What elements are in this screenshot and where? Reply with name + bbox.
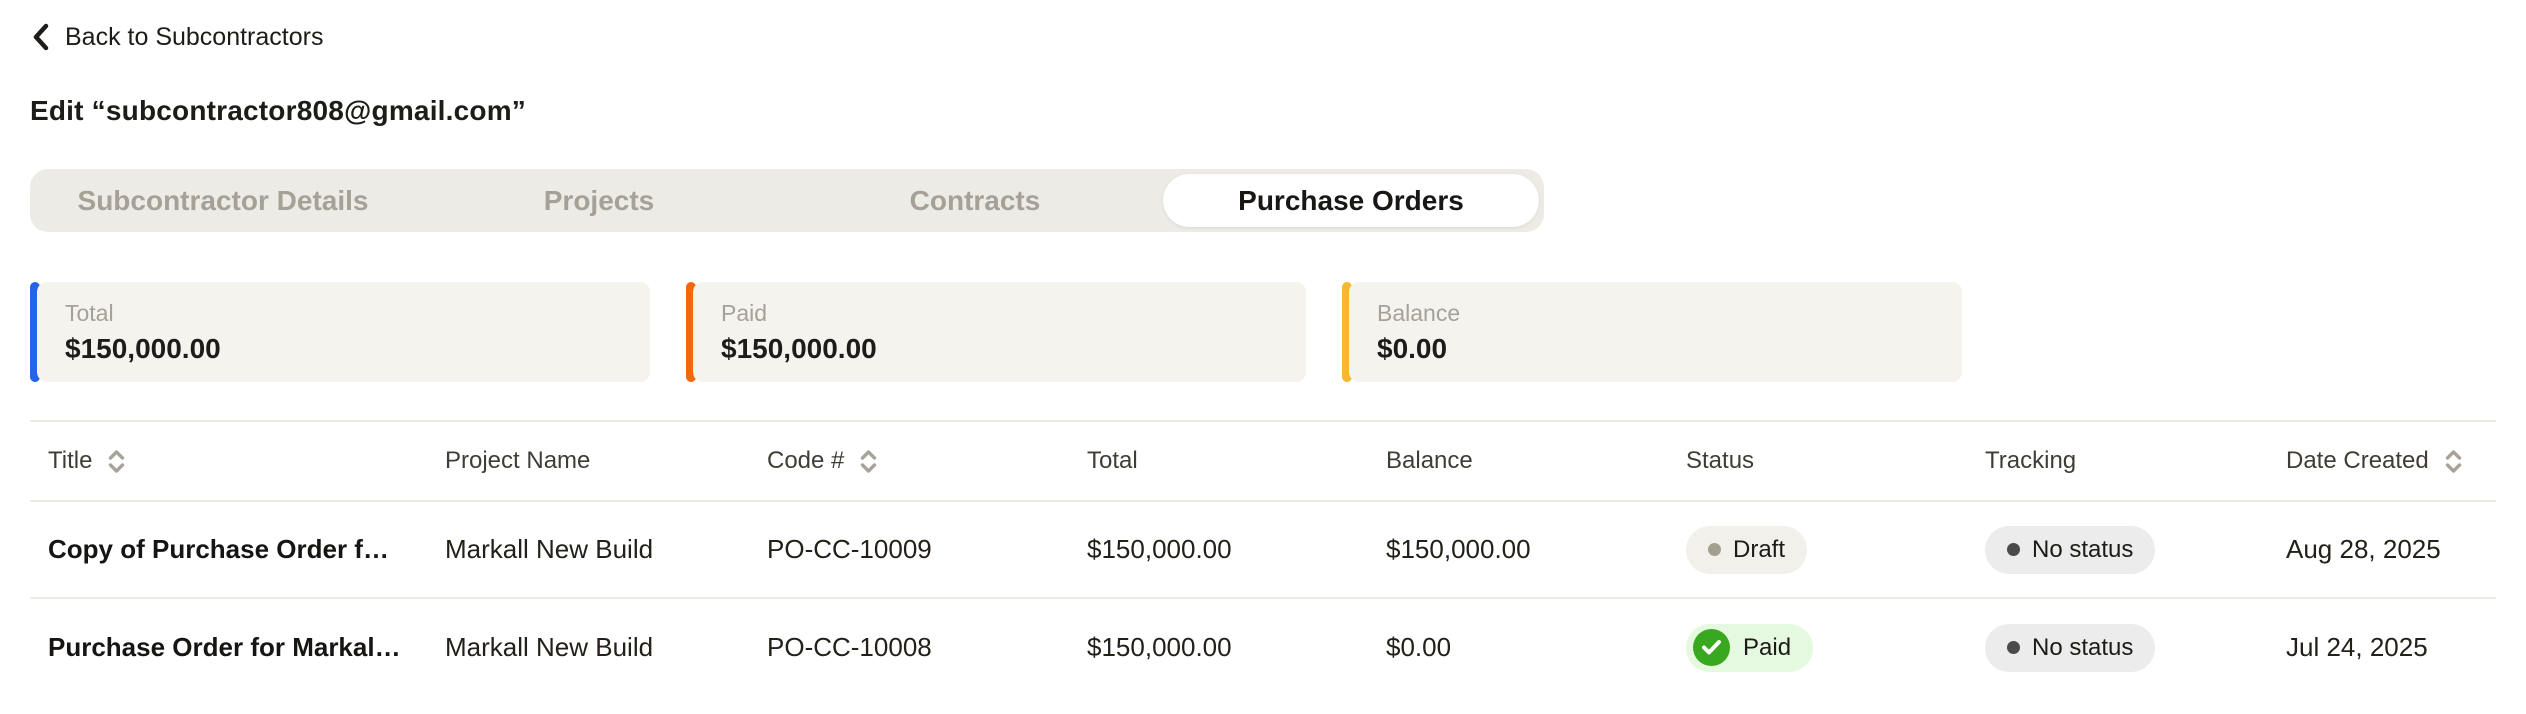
- purchase-orders-table: Title Project Name Code # Total Balance …: [30, 420, 2496, 696]
- total-card-label: Total: [65, 299, 114, 326]
- tab-subcontractor-details[interactable]: Subcontractor Details: [77, 184, 369, 216]
- paid-summary-card: Paid $150,000.00: [686, 282, 1306, 382]
- balance-accent-bar: [1342, 282, 1352, 382]
- column-header-project-name: Project Name: [445, 447, 591, 474]
- tab-projects[interactable]: Projects: [543, 184, 655, 216]
- status-badge: Paid: [1686, 623, 1814, 672]
- tab-bar: Subcontractor Details Projects Contracts…: [30, 169, 1544, 232]
- po-code: PO-CC-10009: [767, 534, 932, 564]
- tracking-dot-icon: [2007, 543, 2020, 556]
- po-title[interactable]: Copy of Purchase Order f…: [48, 534, 389, 564]
- tab-contracts[interactable]: Contracts: [909, 184, 1041, 216]
- tracking-badge: No status: [1985, 623, 2156, 672]
- po-balance: $150,000.00: [1386, 534, 1531, 564]
- summary-cards: Total $150,000.00 Paid $150,000.00 Balan…: [30, 282, 2496, 382]
- column-header-date-created[interactable]: Date Created: [2268, 447, 2496, 475]
- balance-card-value: $0.00: [1377, 332, 1448, 364]
- po-project-name: Markall New Build: [445, 534, 654, 564]
- total-summary-card: Total $150,000.00: [30, 282, 650, 382]
- sort-arrows-icon[interactable]: [858, 448, 879, 475]
- tracking-badge: No status: [1985, 525, 2156, 574]
- check-circle-icon: [1693, 629, 1730, 666]
- column-header-code[interactable]: Code #: [749, 447, 1069, 475]
- po-title[interactable]: Purchase Order for Markal…: [48, 632, 401, 662]
- chevron-left-icon: [30, 22, 51, 52]
- column-header-balance: Balance: [1386, 447, 1473, 474]
- po-total: $150,000.00: [1087, 632, 1232, 662]
- balance-card-label: Balance: [1377, 299, 1461, 326]
- po-date-created: Aug 28, 2025: [2286, 534, 2441, 564]
- total-accent-bar: [30, 282, 40, 382]
- status-dot-icon: [1708, 543, 1721, 556]
- tracking-dot-icon: [2007, 641, 2020, 654]
- sort-arrows-icon[interactable]: [2443, 448, 2464, 475]
- table-row[interactable]: Copy of Purchase Order f… Markall New Bu…: [30, 502, 2496, 599]
- balance-summary-card: Balance $0.00: [1342, 282, 1962, 382]
- purchase-orders-page: Back to Subcontractors Edit “subcontract…: [30, 22, 2496, 696]
- back-link-label: Back to Subcontractors: [65, 22, 324, 51]
- tab-purchase-orders[interactable]: Purchase Orders: [1163, 174, 1539, 227]
- paid-card-value: $150,000.00: [721, 332, 877, 364]
- po-balance: $0.00: [1386, 632, 1452, 662]
- sort-arrows-icon[interactable]: [106, 448, 127, 475]
- table-header-row: Title Project Name Code # Total Balance …: [30, 422, 2496, 502]
- back-to-subcontractors-link[interactable]: Back to Subcontractors: [30, 22, 323, 52]
- po-date-created: Jul 24, 2025: [2286, 632, 2428, 662]
- paid-card-label: Paid: [721, 299, 768, 326]
- column-header-title[interactable]: Title: [30, 447, 427, 475]
- column-header-status: Status: [1686, 447, 1755, 474]
- column-header-tracking: Tracking: [1985, 447, 2077, 474]
- po-total: $150,000.00: [1087, 534, 1232, 564]
- po-code: PO-CC-10008: [767, 632, 932, 662]
- column-header-total: Total: [1087, 447, 1138, 474]
- total-card-value: $150,000.00: [65, 332, 221, 364]
- table-row[interactable]: Purchase Order for Markal… Markall New B…: [30, 599, 2496, 696]
- po-project-name: Markall New Build: [445, 632, 654, 662]
- status-badge: Draft: [1686, 525, 1808, 574]
- paid-accent-bar: [686, 282, 696, 382]
- page-title: Edit “subcontractor808@gmail.com”: [30, 95, 527, 126]
